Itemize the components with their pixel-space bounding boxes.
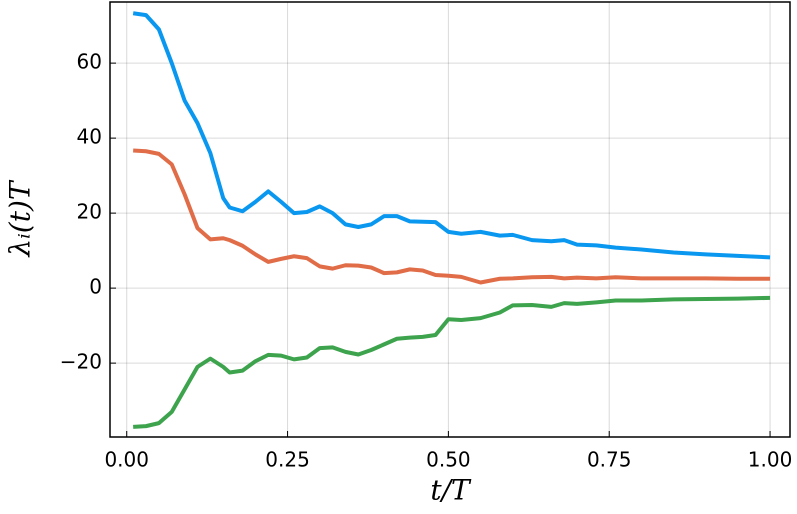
x-tick-label: 0.50 [426, 448, 471, 472]
y-tick-label: 40 [77, 125, 102, 149]
y-axis-label: λᵢ(t)T [4, 179, 37, 257]
y-tick-label: 60 [77, 50, 102, 74]
y-tick-label: 0 [89, 275, 102, 299]
plot-frame [109, 1, 791, 438]
x-tick-label: 0.75 [587, 448, 632, 472]
y-tick-label: 20 [77, 200, 102, 224]
x-tick-label: 0.00 [104, 448, 149, 472]
x-tick-label: 0.25 [265, 448, 310, 472]
data-line [132, 11, 771, 260]
x-tick-label: 1.00 [748, 448, 793, 472]
y-tick-label: −20 [60, 350, 102, 374]
data-line [133, 148, 771, 285]
data-line [133, 295, 771, 429]
x-axis-label: t/T [430, 474, 472, 507]
